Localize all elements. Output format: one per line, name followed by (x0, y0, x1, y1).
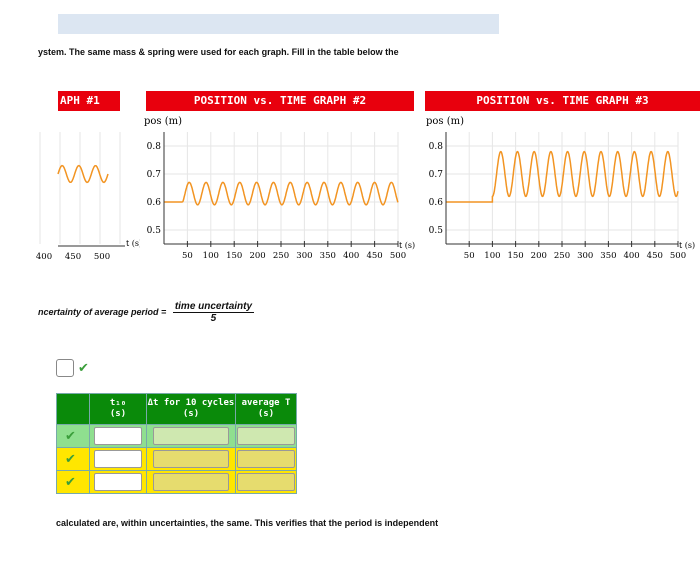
average-t-cell (235, 447, 297, 471)
table-row: ✔ (56, 447, 297, 471)
table-header-status (56, 393, 90, 425)
t10-cell (89, 424, 147, 448)
t10-input[interactable] (94, 450, 142, 468)
g2-x-tick-label: 450 (366, 251, 382, 261)
g3-x-tick-label: 150 (507, 251, 523, 261)
instructions-text: ystem. The same mass & spring were used … (38, 47, 399, 57)
average-t-input[interactable] (237, 473, 295, 491)
graph1-chart: 400 450 500 t (s) (36, 132, 140, 262)
g3-x-tick-label: 50 (464, 251, 475, 261)
g1-x-tick-label: 400 (36, 252, 52, 262)
graph3-chart: pos (m) 0.8 0.7 0.6 0.5 50 100 150 200 250 300 35… (426, 116, 695, 261)
graph2-x-label: t (s) (399, 241, 415, 250)
dt-input[interactable] (153, 450, 229, 468)
graph1-x-label: t (s) (126, 239, 140, 248)
table-row: ✔ (56, 470, 297, 494)
g2-x-tick-label: 500 (390, 251, 406, 261)
g3-x-tick-label: 100 (484, 251, 500, 261)
check-icon: ✔ (65, 474, 76, 489)
table-header-t10: t₁₀ (s) (89, 393, 147, 425)
g3-x-tick-label: 500 (670, 251, 686, 261)
g2-y-tick-label: 0.6 (147, 198, 162, 208)
g2-x-tick-label: 50 (182, 251, 193, 261)
g2-y-tick-label: 0.5 (147, 226, 162, 236)
row-status-cell: ✔ (56, 470, 90, 494)
g2-x-tick-label: 250 (273, 251, 289, 261)
g2-x-tick-label: 200 (249, 251, 265, 261)
g3-y-tick-label: 0.5 (429, 226, 444, 236)
row-status-cell: ✔ (56, 424, 90, 448)
graph2-y-label: pos (m) (144, 116, 182, 127)
answer-input-box[interactable] (56, 359, 74, 377)
graph2-chart: pos (m) 0.8 0.7 0.6 0.5 50 100 150 200 250 300 35… (144, 116, 415, 261)
graph3-series-line (446, 150, 679, 203)
g2-y-tick-label: 0.7 (147, 170, 162, 180)
t10-input[interactable] (94, 473, 142, 491)
table-header-dt: Δt for 10 cycles (s) (146, 393, 236, 425)
check-icon: ✔ (65, 451, 76, 466)
g3-y-tick-label: 0.8 (429, 142, 444, 152)
average-t-input[interactable] (237, 427, 295, 445)
graph1-title: APH #1 (58, 91, 120, 111)
formula-denominator: 5 (210, 313, 217, 324)
dt-input[interactable] (153, 473, 229, 491)
graph1-series-line (57, 164, 109, 184)
g2-x-tick-label: 150 (226, 251, 242, 261)
t10-cell (89, 470, 147, 494)
table-header-row: t₁₀ (s) Δt for 10 cycles (s) average T (s) (56, 393, 297, 425)
graph3-x-label: t (s) (679, 241, 695, 250)
check-icon: ✔ (78, 360, 89, 375)
g2-x-tick-label: 300 (296, 251, 312, 261)
dt-input[interactable] (153, 427, 229, 445)
formula-numerator: time uncertainty (172, 301, 255, 313)
dt-cell (146, 470, 236, 494)
g3-x-tick-label: 400 (623, 251, 639, 261)
graph3-y-label: pos (m) (426, 116, 464, 127)
check-icon: ✔ (65, 428, 76, 443)
table-row: ✔ (56, 424, 297, 448)
average-t-cell (235, 424, 297, 448)
g2-x-tick-label: 400 (343, 251, 359, 261)
graph2-series-line (164, 181, 399, 206)
top-banner (58, 14, 499, 34)
data-table: t₁₀ (s) Δt for 10 cycles (s) average T (s) … (56, 393, 297, 494)
g3-y-tick-label: 0.7 (429, 170, 444, 180)
dt-cell (146, 447, 236, 471)
g2-x-tick-label: 100 (203, 251, 219, 261)
uncertainty-formula: ncertainty of average period = time unce… (38, 301, 255, 324)
t10-input[interactable] (94, 427, 142, 445)
table-header-average-t: average T (s) (235, 393, 297, 425)
g1-x-tick-label: 450 (65, 252, 81, 262)
t10-cell (89, 447, 147, 471)
dt-cell (146, 424, 236, 448)
g1-x-tick-label: 500 (94, 252, 110, 262)
graph2-title: POSITION vs. TIME GRAPH #2 (146, 91, 414, 111)
formula-fraction: time uncertainty 5 (172, 301, 255, 324)
average-t-cell (235, 470, 297, 494)
g3-x-tick-label: 350 (600, 251, 616, 261)
conclusion-text: calculated are, within uncertainties, th… (56, 518, 439, 528)
graph3-title: POSITION vs. TIME GRAPH #3 (425, 91, 700, 111)
g3-y-tick-label: 0.6 (429, 198, 444, 208)
average-t-input[interactable] (237, 450, 295, 468)
formula-left: ncertainty of average period = (38, 306, 167, 317)
g3-x-tick-label: 300 (577, 251, 593, 261)
g2-y-tick-label: 0.8 (147, 142, 162, 152)
row-status-cell: ✔ (56, 447, 90, 471)
g3-x-tick-label: 250 (554, 251, 570, 261)
g3-x-tick-label: 200 (531, 251, 547, 261)
g2-x-tick-label: 350 (320, 251, 336, 261)
g3-x-tick-label: 450 (647, 251, 663, 261)
